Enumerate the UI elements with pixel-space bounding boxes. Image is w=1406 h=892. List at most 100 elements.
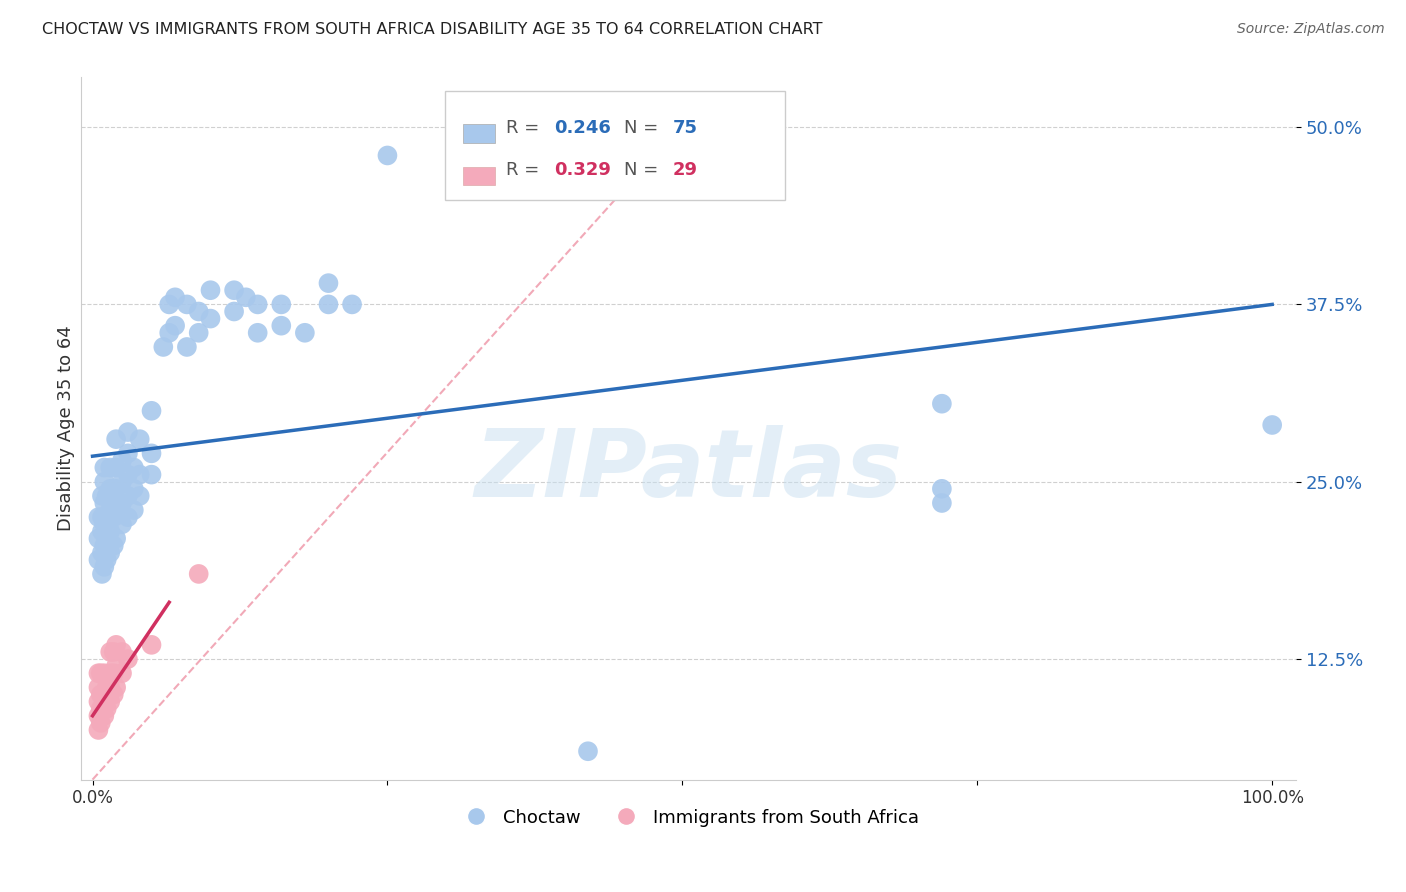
Point <box>111 666 134 681</box>
Point <box>157 326 180 340</box>
Point <box>122 503 145 517</box>
Point <box>141 638 163 652</box>
Text: 29: 29 <box>672 161 697 179</box>
Point <box>111 496 134 510</box>
Point <box>93 496 115 510</box>
Point <box>122 482 145 496</box>
Point <box>187 326 209 340</box>
Point <box>91 566 114 581</box>
Point <box>90 688 112 702</box>
Y-axis label: Disability Age 35 to 64: Disability Age 35 to 64 <box>58 326 75 532</box>
Point <box>87 681 110 695</box>
Point <box>105 681 128 695</box>
Point <box>141 446 163 460</box>
Point <box>90 666 112 681</box>
Point <box>91 546 114 560</box>
Point <box>200 283 222 297</box>
Point <box>200 311 222 326</box>
Point <box>105 482 128 496</box>
Point <box>141 467 163 482</box>
Point <box>117 510 139 524</box>
Point <box>128 432 150 446</box>
Point <box>105 432 128 446</box>
Point <box>103 539 125 553</box>
Point <box>93 539 115 553</box>
Point <box>98 524 121 539</box>
Point <box>91 524 114 539</box>
Point <box>91 489 114 503</box>
Point <box>96 701 118 715</box>
Point <box>93 708 115 723</box>
Point <box>87 723 110 737</box>
FancyBboxPatch shape <box>464 167 495 185</box>
Point <box>235 290 257 304</box>
Point <box>222 283 245 297</box>
Point <box>87 695 110 709</box>
Point <box>90 715 112 730</box>
Point <box>91 510 114 524</box>
Point <box>98 695 121 709</box>
Point <box>93 559 115 574</box>
Text: R =: R = <box>506 119 546 137</box>
Point <box>93 517 115 532</box>
Point <box>96 510 118 524</box>
Point <box>103 688 125 702</box>
Text: N =: N = <box>624 161 664 179</box>
Point <box>117 489 139 503</box>
Point <box>98 503 121 517</box>
Point <box>98 482 121 496</box>
Point <box>318 297 340 311</box>
Point <box>96 681 118 695</box>
Point <box>93 666 115 681</box>
Point <box>176 340 198 354</box>
Point <box>111 475 134 489</box>
Point <box>152 340 174 354</box>
Point <box>931 482 953 496</box>
Point <box>98 666 121 681</box>
Point <box>246 326 269 340</box>
Text: N =: N = <box>624 119 664 137</box>
Point <box>117 467 139 482</box>
Point <box>931 496 953 510</box>
Point <box>222 304 245 318</box>
Point <box>318 276 340 290</box>
Point <box>270 297 292 311</box>
Point <box>96 553 118 567</box>
Point <box>90 701 112 715</box>
Point <box>87 666 110 681</box>
Point <box>105 659 128 673</box>
Text: CHOCTAW VS IMMIGRANTS FROM SOUTH AFRICA DISABILITY AGE 35 TO 64 CORRELATION CHAR: CHOCTAW VS IMMIGRANTS FROM SOUTH AFRICA … <box>42 22 823 37</box>
Point <box>87 708 110 723</box>
Point <box>105 638 128 652</box>
Point <box>377 148 399 162</box>
Point <box>105 460 128 475</box>
Text: 0.246: 0.246 <box>554 119 612 137</box>
Point <box>98 546 121 560</box>
Point <box>122 460 145 475</box>
Point <box>93 688 115 702</box>
Point <box>98 645 121 659</box>
Point <box>340 297 363 311</box>
Point <box>93 460 115 475</box>
Point <box>105 503 128 517</box>
Legend: Choctaw, Immigrants from South Africa: Choctaw, Immigrants from South Africa <box>450 801 927 834</box>
Text: Source: ZipAtlas.com: Source: ZipAtlas.com <box>1237 22 1385 37</box>
Point <box>246 297 269 311</box>
Text: 75: 75 <box>672 119 697 137</box>
Point <box>87 553 110 567</box>
Point <box>165 290 187 304</box>
Point <box>111 645 134 659</box>
FancyBboxPatch shape <box>464 125 495 143</box>
Point <box>294 326 316 340</box>
Point <box>117 446 139 460</box>
Point <box>96 532 118 546</box>
Point <box>98 681 121 695</box>
Text: 0.329: 0.329 <box>554 161 612 179</box>
Point <box>176 297 198 311</box>
Point <box>98 460 121 475</box>
Point <box>111 453 134 467</box>
Point <box>117 425 139 439</box>
Point <box>576 744 599 758</box>
Point <box>187 304 209 318</box>
Point <box>103 510 125 524</box>
